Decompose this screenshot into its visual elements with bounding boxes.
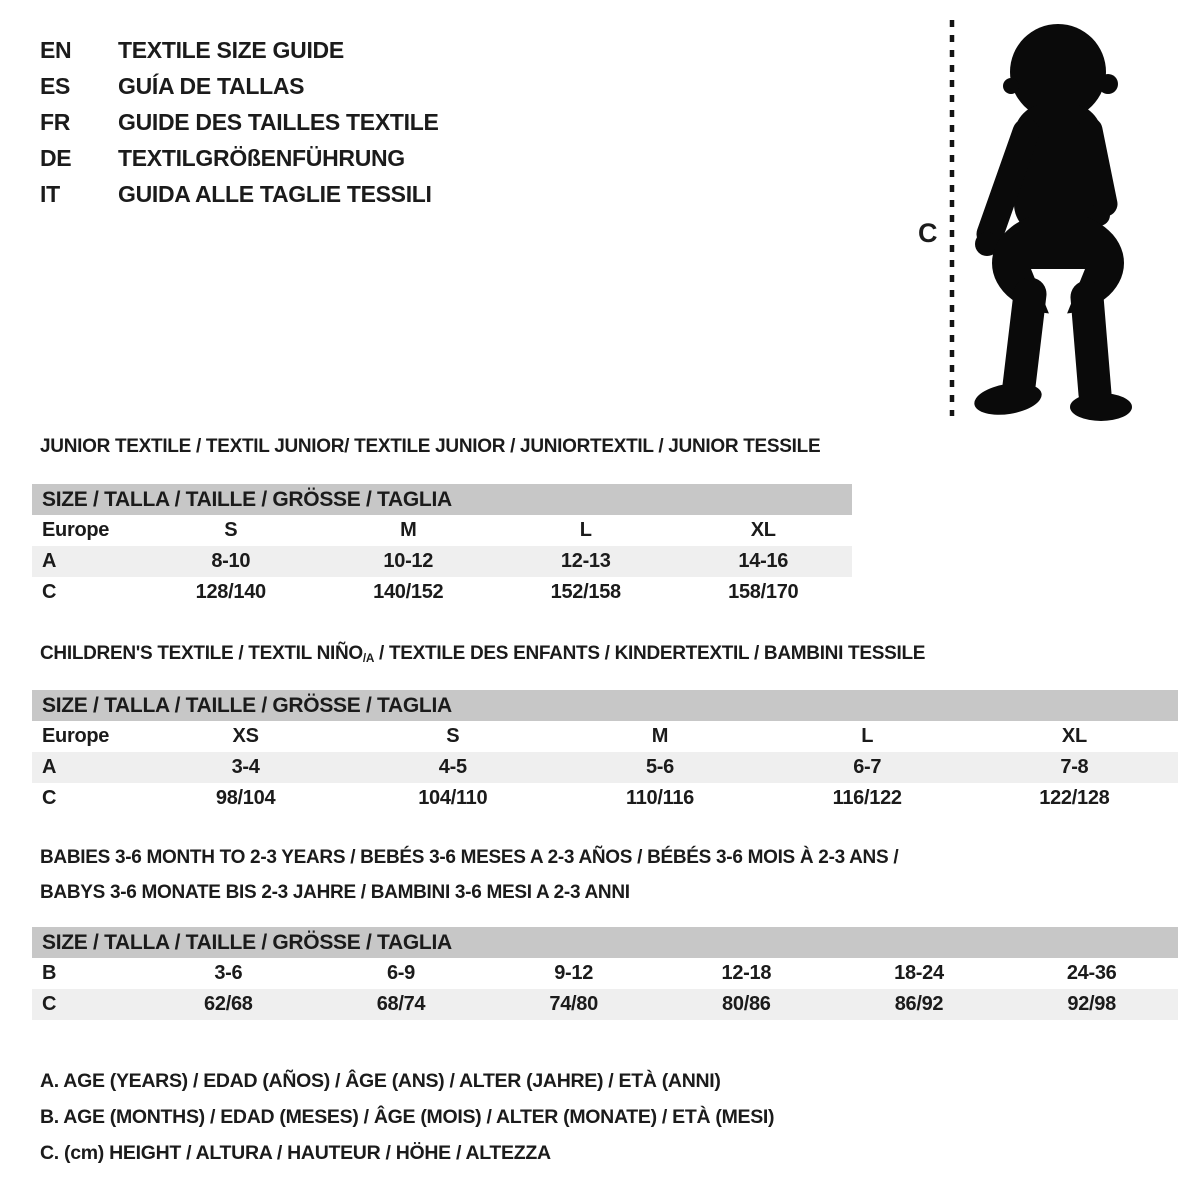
toddler-silhouette-icon: C bbox=[918, 20, 1132, 421]
legend-line-a: A. AGE (YEARS) / EDAD (AÑOS) / ÂGE (ANS)… bbox=[40, 1070, 721, 1092]
height-value: 128/140 bbox=[195, 581, 267, 603]
language-row-it: IT GUIDA ALLE TAGLIE TESSILI bbox=[40, 176, 439, 212]
height-value: 80/86 bbox=[722, 993, 771, 1015]
height-measure-figure: C bbox=[900, 0, 1170, 432]
age-value: 4-5 bbox=[438, 756, 467, 778]
row-label: A bbox=[42, 550, 57, 572]
babies-size-table: SIZE / TALLA / TAILLE / GRÖSSE / TAGLIA … bbox=[32, 927, 1178, 1020]
language-code: FR bbox=[40, 108, 71, 135]
table-row-age: A 8-10 10-12 12-13 14-16 bbox=[32, 546, 852, 577]
language-row-es: ES GUÍA DE TALLAS bbox=[40, 68, 439, 104]
language-title: TEXTILE SIZE GUIDE bbox=[118, 36, 344, 63]
language-code: IT bbox=[40, 180, 60, 207]
age-value: 3-4 bbox=[231, 756, 260, 778]
row-label: C bbox=[42, 993, 57, 1015]
junior-section-heading: JUNIOR TEXTILE / TEXTIL JUNIOR/ TEXTILE … bbox=[40, 436, 821, 457]
children-heading-rest: / TEXTILE DES ENFANTS / KINDERTEXTIL / B… bbox=[374, 643, 926, 664]
children-section-heading: CHILDREN'S TEXTILE / TEXTIL NIÑO/A / TEX… bbox=[40, 642, 925, 670]
size-value: S bbox=[446, 725, 460, 747]
months-value: 18-24 bbox=[894, 962, 944, 984]
row-label: Europe bbox=[42, 519, 110, 541]
table-row-europe: Europe XS S M L XL bbox=[32, 721, 1178, 752]
row-label: B bbox=[42, 962, 57, 984]
age-value: 14-16 bbox=[738, 550, 789, 572]
language-row-de: DE TEXTILGRÖßENFÜHRUNG bbox=[40, 140, 439, 176]
table-row-height: C 128/140 140/152 152/158 158/170 bbox=[32, 577, 852, 608]
table-row-age: A 3-4 4-5 5-6 6-7 7-8 bbox=[32, 752, 1178, 783]
height-value: 98/104 bbox=[215, 787, 276, 809]
legend-line-b: B. AGE (MONTHS) / EDAD (MESES) / ÂGE (MO… bbox=[40, 1106, 775, 1128]
height-value: 62/68 bbox=[204, 993, 253, 1015]
size-table-header: SIZE / TALLA / TAILLE / GRÖSSE / TAGLIA bbox=[32, 927, 1178, 958]
children-size-table: SIZE / TALLA / TAILLE / GRÖSSE / TAGLIA … bbox=[32, 690, 1178, 814]
age-value: 12-13 bbox=[560, 550, 611, 572]
language-title: GUIDA ALLE TAGLIE TESSILI bbox=[118, 180, 432, 207]
months-value: 3-6 bbox=[214, 962, 243, 984]
height-value: 122/128 bbox=[1039, 787, 1110, 809]
size-value: L bbox=[579, 519, 592, 541]
language-title: GUIDE DES TAILLES TEXTILE bbox=[118, 108, 439, 135]
height-value: 110/116 bbox=[625, 787, 694, 809]
height-value: 140/152 bbox=[373, 581, 444, 603]
months-value: 6-9 bbox=[386, 962, 415, 984]
measure-legend: A. AGE (YEARS) / EDAD (AÑOS) / ÂGE (ANS)… bbox=[40, 1063, 775, 1171]
row-label: C bbox=[42, 787, 57, 809]
age-value: 8-10 bbox=[211, 550, 251, 572]
language-row-fr: FR GUIDE DES TAILLES TEXTILE bbox=[40, 104, 439, 140]
age-value: 7-8 bbox=[1060, 756, 1089, 778]
height-value: 116/122 bbox=[832, 787, 902, 809]
children-heading-sub: /A bbox=[362, 651, 375, 665]
toddler-silhouette bbox=[974, 24, 1132, 421]
language-legend: EN TEXTILE SIZE GUIDE ES GUÍA DE TALLAS … bbox=[40, 32, 439, 212]
table-row-height: C 62/68 68/74 74/80 80/86 86/92 92/98 bbox=[32, 989, 1178, 1020]
height-value: 158/170 bbox=[728, 581, 799, 603]
babies-section-heading-line1: BABIES 3-6 MONTH TO 2-3 YEARS / BEBÉS 3-… bbox=[40, 847, 899, 868]
months-value: 24-36 bbox=[1066, 962, 1117, 984]
size-table-header: SIZE / TALLA / TAILLE / GRÖSSE / TAGLIA bbox=[32, 484, 852, 515]
table-row-months: B 3-6 6-9 9-12 12-18 18-24 24-36 bbox=[32, 958, 1178, 989]
language-title: GUÍA DE TALLAS bbox=[118, 72, 305, 99]
table-row-europe: Europe S M L XL bbox=[32, 515, 852, 546]
junior-size-table: SIZE / TALLA / TAILLE / GRÖSSE / TAGLIA … bbox=[32, 484, 852, 608]
age-value: 5-6 bbox=[645, 756, 674, 778]
size-value: M bbox=[400, 519, 417, 541]
height-value: 86/92 bbox=[894, 993, 944, 1015]
height-value: 152/158 bbox=[550, 581, 622, 603]
row-label: C bbox=[42, 581, 57, 603]
row-label: A bbox=[42, 756, 57, 778]
size-value: XL bbox=[750, 519, 776, 541]
height-value: 104/110 bbox=[418, 787, 488, 809]
height-value: 74/80 bbox=[549, 993, 598, 1015]
size-value: XS bbox=[232, 725, 259, 747]
size-value: M bbox=[651, 725, 669, 747]
months-value: 9-12 bbox=[554, 962, 594, 984]
language-title: TEXTILGRÖßENFÜHRUNG bbox=[118, 144, 405, 171]
children-heading-main: CHILDREN'S TEXTILE / TEXTIL NIÑO bbox=[40, 643, 363, 664]
language-row-en: EN TEXTILE SIZE GUIDE bbox=[40, 32, 439, 68]
row-label: Europe bbox=[42, 725, 110, 747]
table-row-height: C 98/104 104/110 110/116 116/122 122/128 bbox=[32, 783, 1178, 814]
language-code: ES bbox=[40, 72, 71, 99]
height-value: 92/98 bbox=[1067, 993, 1116, 1015]
size-table-header: SIZE / TALLA / TAILLE / GRÖSSE / TAGLIA bbox=[32, 690, 1178, 721]
age-value: 10-12 bbox=[383, 550, 434, 572]
legend-line-c: C. (cm) HEIGHT / ALTURA / HAUTEUR / HÖHE… bbox=[40, 1142, 551, 1164]
measure-label-c: C bbox=[918, 218, 937, 248]
language-code: DE bbox=[40, 144, 72, 171]
months-value: 12-18 bbox=[721, 962, 772, 984]
language-code: EN bbox=[40, 36, 72, 63]
height-value: 68/74 bbox=[376, 993, 426, 1015]
size-value: S bbox=[224, 519, 238, 541]
age-value: 6-7 bbox=[853, 756, 882, 778]
size-value: XL bbox=[1061, 725, 1087, 747]
babies-section-heading-line2: BABYS 3-6 MONATE BIS 2-3 JAHRE / BAMBINI… bbox=[40, 882, 630, 903]
size-value: L bbox=[861, 725, 874, 747]
